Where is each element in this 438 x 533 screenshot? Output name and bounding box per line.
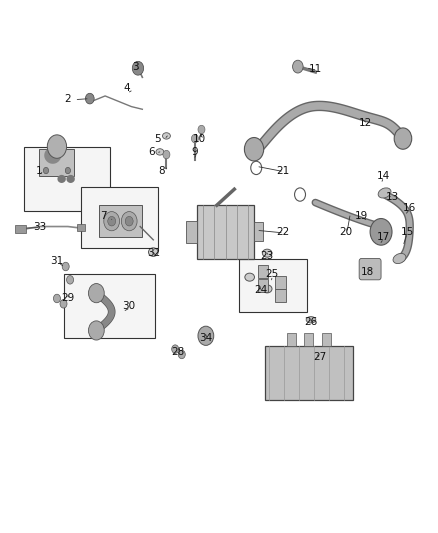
Circle shape xyxy=(132,61,144,75)
Bar xyxy=(254,222,263,241)
Bar xyxy=(24,147,110,211)
Text: 26: 26 xyxy=(304,318,318,327)
Circle shape xyxy=(104,212,120,231)
Text: 1: 1 xyxy=(36,166,43,175)
Text: 14: 14 xyxy=(377,171,390,181)
Bar xyxy=(239,259,307,312)
Bar xyxy=(287,333,296,346)
Circle shape xyxy=(198,125,205,134)
Text: 34: 34 xyxy=(199,334,212,343)
Text: 31: 31 xyxy=(50,256,64,266)
Bar xyxy=(99,205,142,237)
Circle shape xyxy=(62,262,69,271)
Ellipse shape xyxy=(156,149,164,155)
Circle shape xyxy=(43,167,49,174)
Text: 32: 32 xyxy=(147,248,160,258)
Ellipse shape xyxy=(148,248,158,256)
Text: 16: 16 xyxy=(403,203,416,213)
Bar xyxy=(77,224,85,231)
Text: 9: 9 xyxy=(191,147,198,157)
Bar xyxy=(258,265,268,278)
Bar xyxy=(265,346,353,400)
Bar xyxy=(64,274,155,338)
Text: 13: 13 xyxy=(385,192,399,202)
Text: ⬤: ⬤ xyxy=(65,174,75,183)
Text: 7: 7 xyxy=(99,211,106,221)
Ellipse shape xyxy=(393,253,406,264)
Circle shape xyxy=(65,167,71,174)
Ellipse shape xyxy=(162,133,170,139)
Ellipse shape xyxy=(378,188,391,198)
Text: 5: 5 xyxy=(154,134,161,143)
Text: 11: 11 xyxy=(309,64,322,74)
Bar xyxy=(275,276,286,289)
Bar xyxy=(186,221,197,243)
Text: 2: 2 xyxy=(64,94,71,103)
Bar xyxy=(322,333,331,346)
Text: 8: 8 xyxy=(159,166,166,175)
Text: 21: 21 xyxy=(276,166,289,175)
Text: 10: 10 xyxy=(193,134,206,143)
Text: ●: ● xyxy=(43,144,62,165)
Circle shape xyxy=(244,138,264,161)
Circle shape xyxy=(198,326,214,345)
Text: 12: 12 xyxy=(359,118,372,127)
Text: 27: 27 xyxy=(313,352,326,362)
Circle shape xyxy=(67,276,74,284)
Circle shape xyxy=(191,134,198,143)
Text: 4: 4 xyxy=(124,83,131,93)
Bar xyxy=(275,289,286,302)
Circle shape xyxy=(370,219,392,245)
Bar xyxy=(39,149,74,176)
Circle shape xyxy=(121,212,137,231)
Text: 6: 6 xyxy=(148,147,155,157)
Circle shape xyxy=(88,284,104,303)
FancyBboxPatch shape xyxy=(359,259,381,280)
Text: 19: 19 xyxy=(355,211,368,221)
Circle shape xyxy=(47,135,67,158)
Ellipse shape xyxy=(262,285,272,293)
Circle shape xyxy=(163,150,170,159)
Text: 15: 15 xyxy=(401,227,414,237)
Circle shape xyxy=(88,321,104,340)
Circle shape xyxy=(178,350,185,359)
Text: 20: 20 xyxy=(339,227,353,237)
Text: 3: 3 xyxy=(132,62,139,71)
Text: ⬤: ⬤ xyxy=(57,174,66,183)
Circle shape xyxy=(53,294,60,303)
Text: 25: 25 xyxy=(265,270,278,279)
Text: 33: 33 xyxy=(33,222,46,231)
Ellipse shape xyxy=(245,273,254,281)
Text: 17: 17 xyxy=(377,232,390,242)
Bar xyxy=(197,205,254,259)
Bar xyxy=(258,279,268,292)
Ellipse shape xyxy=(306,317,316,323)
Bar xyxy=(15,225,26,233)
Text: 30: 30 xyxy=(123,302,136,311)
Circle shape xyxy=(60,300,67,308)
Circle shape xyxy=(125,216,133,226)
Text: 28: 28 xyxy=(171,347,184,357)
Circle shape xyxy=(108,216,116,226)
Circle shape xyxy=(172,345,179,353)
Ellipse shape xyxy=(262,249,272,257)
Text: 23: 23 xyxy=(261,251,274,261)
Circle shape xyxy=(293,60,303,73)
Text: 24: 24 xyxy=(254,286,267,295)
Circle shape xyxy=(394,128,412,149)
Circle shape xyxy=(85,93,94,104)
Bar xyxy=(304,333,313,346)
Text: 18: 18 xyxy=(361,267,374,277)
Text: 22: 22 xyxy=(276,227,289,237)
Bar xyxy=(81,187,158,248)
Text: 29: 29 xyxy=(61,294,74,303)
